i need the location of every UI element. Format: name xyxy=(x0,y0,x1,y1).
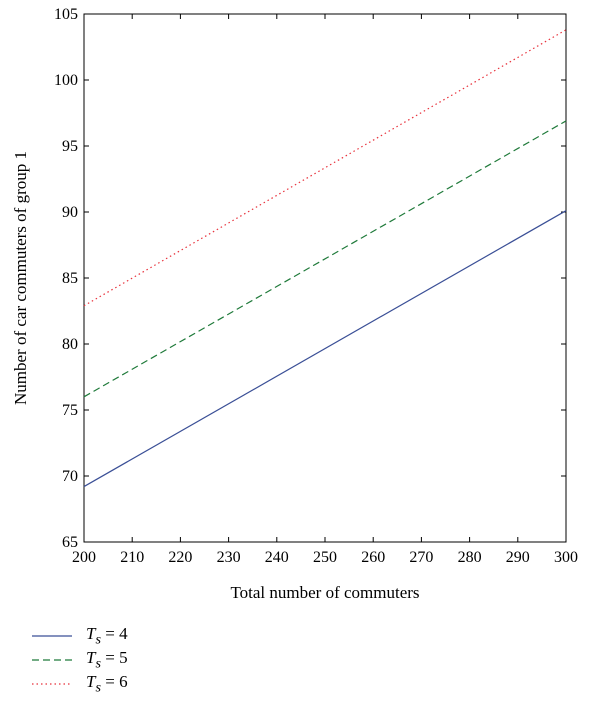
y-tick-label: 85 xyxy=(62,270,78,287)
x-tick-label: 300 xyxy=(554,549,578,566)
legend-label-sub: s xyxy=(95,631,101,648)
legend-label-value: = 4 xyxy=(100,623,128,643)
legend-label-var: T xyxy=(86,623,96,643)
axis-ticks: 200 210 220 230 240 250 260 270 280 290 300 65 70 75 8… xyxy=(54,6,578,566)
x-tick-label: 250 xyxy=(313,549,337,566)
line-chart: 200 210 220 230 240 250 260 270 280 290 300 65 70 75 8… xyxy=(11,6,578,602)
legend-line-sample xyxy=(32,659,72,661)
y-tick-label: 80 xyxy=(62,336,78,353)
x-tick-label: 210 xyxy=(120,549,144,566)
y-tick-label: 70 xyxy=(62,468,78,485)
y-axis-title: Number of car commuters of group 1 xyxy=(11,151,30,405)
y-tick-label: 90 xyxy=(62,204,78,221)
y-tick-label: 75 xyxy=(62,402,78,419)
x-tick-label: 260 xyxy=(361,549,385,566)
data-series xyxy=(83,29,567,488)
x-tick-label: 270 xyxy=(409,549,433,566)
legend-item: Ts = 5 xyxy=(30,648,128,672)
x-tick-label: 220 xyxy=(168,549,192,566)
legend-label-sub: s xyxy=(95,655,101,672)
legend-label-var: T xyxy=(86,647,96,667)
x-tick-label: 230 xyxy=(217,549,241,566)
series-line-1 xyxy=(83,210,567,488)
y-tick-label: 95 xyxy=(62,138,78,155)
legend-item: Ts = 4 xyxy=(30,624,128,648)
plot-frame xyxy=(83,13,567,543)
x-tick-label: 280 xyxy=(458,549,482,566)
x-tick-label: 200 xyxy=(72,549,96,566)
x-tick-label: 240 xyxy=(265,549,289,566)
y-tick-label: 100 xyxy=(54,72,78,89)
legend-line-sample xyxy=(32,635,72,637)
series-line-3 xyxy=(83,29,567,307)
y-tick-label: 65 xyxy=(62,534,78,551)
legend-label: Ts = 6 xyxy=(86,672,128,696)
y-tick-label: 105 xyxy=(54,6,78,23)
series-line-2 xyxy=(83,120,567,398)
legend-label: Ts = 4 xyxy=(86,624,128,648)
legend-label: Ts = 5 xyxy=(86,648,128,672)
legend-label-value: = 6 xyxy=(100,671,128,691)
legend: Ts = 4 Ts = 5 Ts = 6 xyxy=(30,624,128,696)
x-tick-label: 290 xyxy=(506,549,530,566)
legend-item: Ts = 6 xyxy=(30,672,128,696)
legend-label-value: = 5 xyxy=(100,647,128,667)
legend-label-var: T xyxy=(86,671,96,691)
x-axis-title: Total number of commuters xyxy=(230,583,419,602)
legend-line-sample xyxy=(32,683,72,685)
legend-label-sub: s xyxy=(95,679,101,696)
